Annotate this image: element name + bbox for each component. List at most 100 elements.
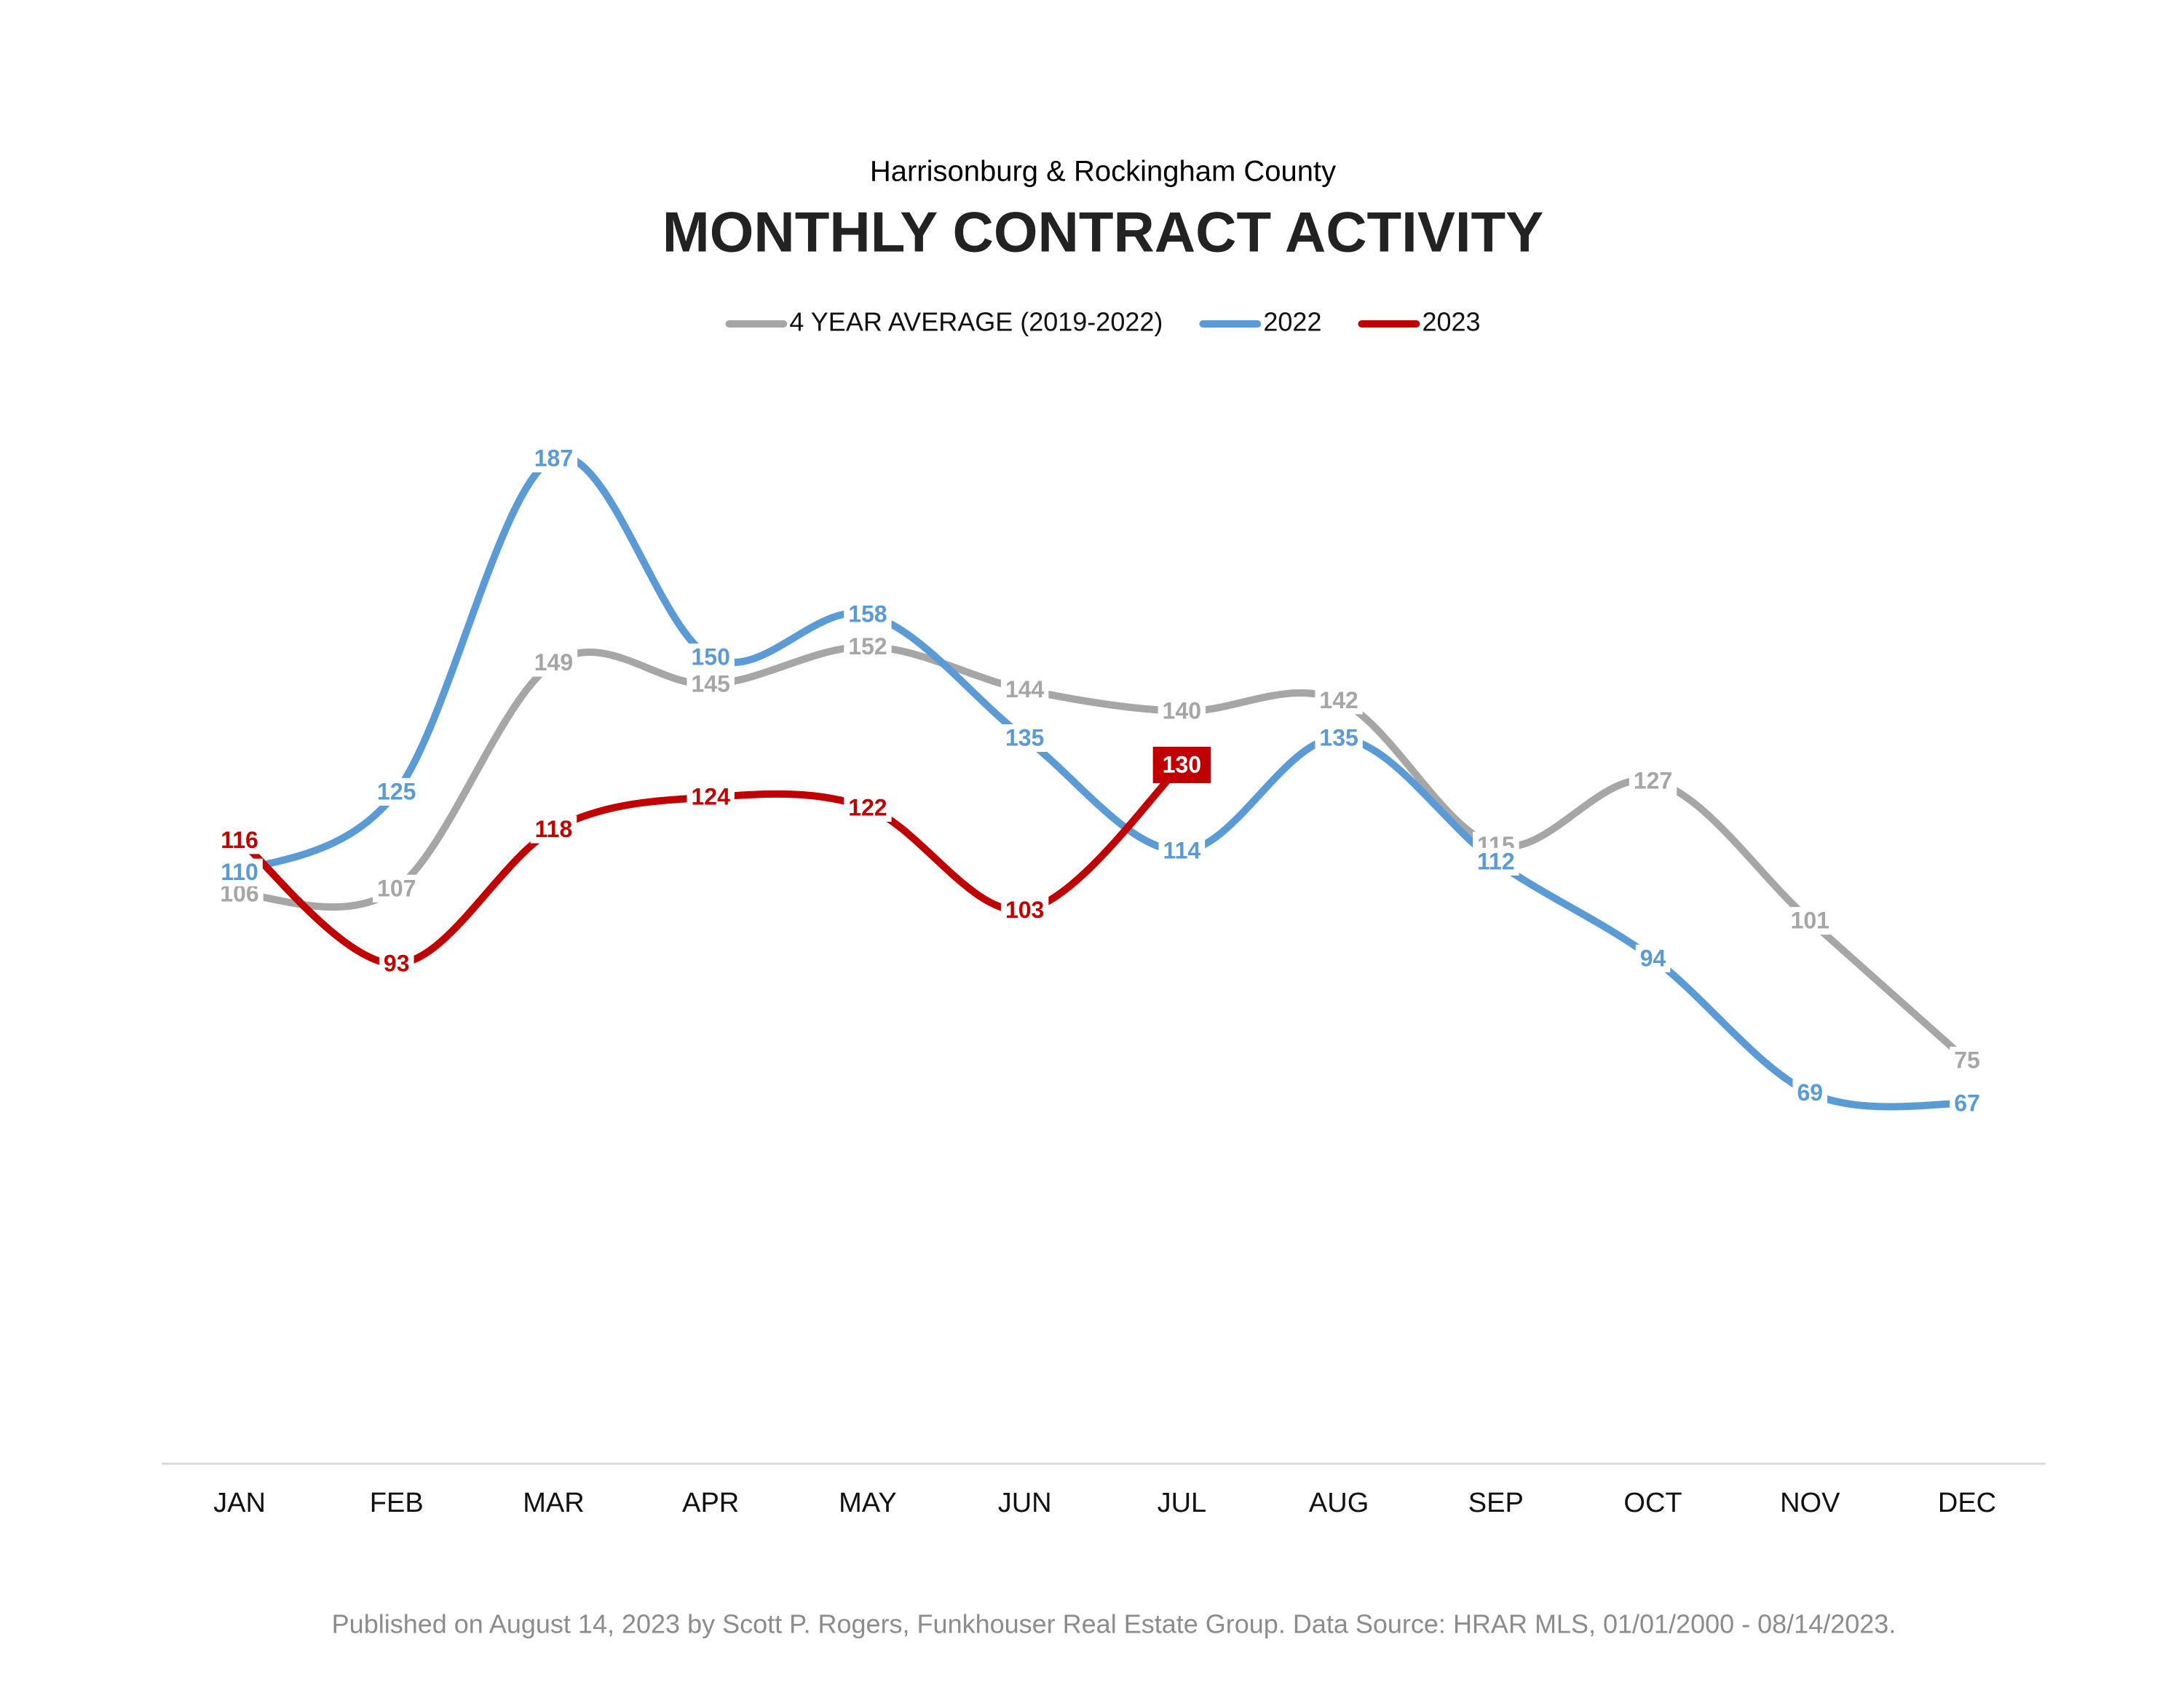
data-label-group: 103	[1000, 896, 1049, 924]
x-tick-label: OCT	[1623, 1488, 1682, 1518]
data-label-bg	[1950, 1090, 1985, 1118]
data-label-bg	[1000, 675, 1049, 704]
chart-title: MONTHLY CONTRACT ACTIVITY	[662, 200, 1543, 264]
data-label: 150	[691, 644, 729, 670]
data-label-group: 116	[216, 826, 263, 855]
data-label-bg	[379, 950, 414, 978]
data-label-bg	[687, 670, 735, 699]
data-label-bg	[529, 649, 578, 677]
data-label: 112	[1477, 848, 1515, 874]
x-tick-label: MAR	[523, 1488, 584, 1518]
data-label-bg	[1950, 1047, 1985, 1075]
x-tick-label: MAY	[839, 1488, 897, 1518]
data-label-group: 118	[530, 815, 577, 844]
x-tick-label: SEP	[1468, 1488, 1524, 1518]
data-label-bg	[1315, 724, 1363, 753]
data-label: 101	[1791, 908, 1829, 934]
data-label: 114	[1163, 838, 1201, 864]
data-label: 187	[534, 445, 573, 471]
data-label-group: 187	[529, 445, 578, 473]
data-label-group: 158	[844, 600, 892, 629]
legend: 4 YEAR AVERAGE (2019-2022) 2022 2023	[725, 307, 1481, 337]
data-label-bg	[530, 815, 577, 844]
data-label: 75	[1954, 1047, 1980, 1074]
data-label-bg	[844, 600, 892, 629]
data-label-bg	[1000, 724, 1049, 753]
x-tick-label: DEC	[1938, 1488, 1996, 1518]
data-label: 158	[848, 601, 887, 627]
data-label-group: 135	[1315, 724, 1363, 753]
data-label-bg	[1629, 767, 1677, 796]
data-label-bg	[1315, 686, 1363, 715]
data-label-bg	[373, 874, 421, 903]
data-label-group: 122	[844, 794, 892, 822]
data-label-bg	[529, 445, 578, 473]
x-tick-label: APR	[682, 1488, 739, 1518]
legend-label: 4 YEAR AVERAGE (2019-2022)	[789, 307, 1163, 337]
data-label: 152	[848, 633, 887, 659]
data-label-group: 112	[1473, 847, 1519, 876]
data-label: 124	[691, 784, 730, 810]
data-label: 142	[1319, 687, 1358, 713]
data-label: 145	[691, 671, 729, 697]
data-label-group: 107	[373, 874, 421, 903]
data-label: 116	[221, 827, 258, 853]
data-label-bg	[216, 826, 263, 855]
data-label-group: 130	[1152, 746, 1211, 783]
chart-subtitle: Harrisonburg & Rockingham County	[870, 156, 1336, 188]
data-label-bg	[687, 783, 735, 812]
data-label-group: 93	[379, 950, 414, 978]
data-label-bg	[373, 777, 421, 806]
x-tick-label: FEB	[370, 1488, 424, 1518]
data-label-bg	[1158, 837, 1206, 865]
data-label: 107	[377, 875, 416, 901]
legend-label: 2023	[1422, 307, 1480, 337]
data-label-bg	[844, 633, 892, 661]
data-label: 127	[1634, 768, 1672, 794]
data-label: 103	[1005, 897, 1044, 923]
data-label: 130	[1163, 751, 1201, 777]
data-label-bg	[1635, 944, 1671, 972]
data-label-group: 124	[687, 783, 735, 812]
data-label-bg	[1000, 896, 1049, 924]
data-label-group: 152	[844, 633, 892, 661]
data-label: 122	[848, 794, 887, 820]
data-label: 135	[1005, 724, 1044, 750]
data-label: 125	[377, 778, 416, 804]
data-label-group: 142	[1315, 686, 1363, 715]
series-line	[236, 643, 1971, 1065]
data-label-box	[1152, 746, 1211, 783]
data-label-group: 135	[1000, 724, 1049, 753]
data-label: 93	[384, 951, 410, 977]
data-label: 110	[221, 859, 258, 885]
data-label-group: 101	[1786, 907, 1834, 935]
x-tick-label: JUN	[998, 1488, 1052, 1518]
data-label-bg	[1158, 697, 1206, 726]
x-tick-label: NOV	[1780, 1488, 1840, 1518]
x-tick-label: AUG	[1309, 1488, 1369, 1518]
data-label-group: 149	[529, 649, 578, 677]
footer: Published on August 14, 2023 by Scott P.…	[332, 1609, 1896, 1639]
data-label: 69	[1797, 1079, 1823, 1106]
data-label: 135	[1319, 724, 1358, 750]
data-label: 140	[1163, 698, 1201, 724]
x-tick-label: JUL	[1158, 1488, 1207, 1518]
data-label: 144	[1005, 676, 1045, 702]
data-label-bg	[844, 794, 892, 822]
data-label-bg	[1473, 847, 1519, 876]
data-label-bg	[1786, 907, 1834, 935]
data-label-group: 114	[1158, 837, 1206, 865]
data-label: 94	[1640, 945, 1666, 971]
data-label: 67	[1954, 1090, 1980, 1117]
x-tick-label: JAN	[213, 1488, 266, 1518]
data-label-group: 67	[1950, 1090, 1985, 1118]
legend-label: 2022	[1263, 307, 1321, 337]
data-label-bg	[687, 643, 735, 672]
data-label: 118	[535, 816, 573, 842]
data-label-group: 94	[1635, 944, 1671, 972]
data-label-group: 140	[1158, 697, 1206, 726]
data-label-group: 145	[687, 670, 735, 699]
data-label-group: 75	[1950, 1047, 1985, 1075]
